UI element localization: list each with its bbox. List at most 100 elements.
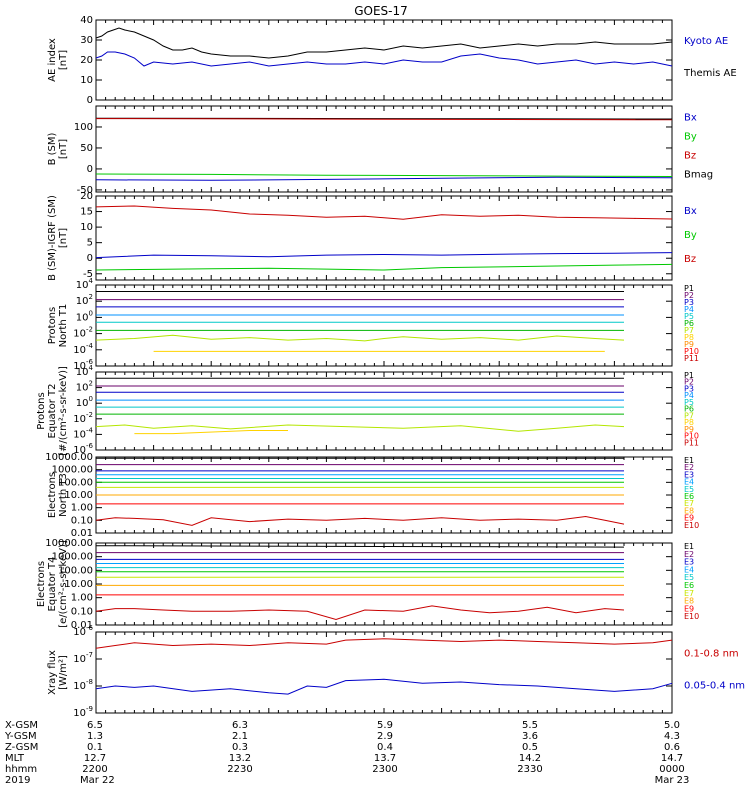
series-0-05-0-4-nm bbox=[95, 678, 673, 695]
series-bz bbox=[95, 118, 673, 121]
y-tick-label: 10-2 bbox=[73, 411, 93, 425]
legend-entry: P1 bbox=[684, 284, 694, 293]
y-tick-label: 10 bbox=[80, 75, 93, 86]
orbit-value: 5.9 bbox=[377, 720, 393, 731]
orbit-row-label: Z-GSM bbox=[5, 742, 38, 753]
series-bx bbox=[95, 176, 673, 181]
legend-entry: P10 bbox=[684, 432, 699, 441]
series-e1 bbox=[95, 545, 625, 548]
y-tick-label: 104 bbox=[76, 364, 94, 378]
orbit-value: 0000 bbox=[659, 764, 684, 775]
legend-entry: P11 bbox=[684, 438, 699, 447]
legend-entry: Kyoto AE bbox=[684, 36, 728, 47]
legend-entry: E1 bbox=[684, 456, 694, 465]
y-tick-label: -50 bbox=[77, 185, 93, 196]
y-tick-label: 0.01 bbox=[71, 528, 93, 539]
y-tick-label: 10-7 bbox=[73, 651, 93, 665]
panel-frame bbox=[95, 631, 673, 714]
orbit-row-label: X-GSM bbox=[5, 720, 38, 731]
legend-entry: Bz bbox=[684, 254, 696, 265]
legend-entry: P10 bbox=[684, 347, 699, 356]
legend-entry: E6 bbox=[684, 492, 694, 501]
legend-entry: E8 bbox=[684, 597, 694, 606]
y-tick-label: 30 bbox=[80, 35, 93, 46]
legend-entry: Themis AE bbox=[683, 68, 737, 79]
orbit-table: X-GSM 6.5 6.3 5.9 5.5 5.0 Y-GSM 1.3 2.1 2.9 3.6 4.3… bbox=[4, 720, 689, 786]
series-p7 bbox=[95, 334, 625, 342]
orbit-value: 2330 bbox=[517, 764, 542, 775]
legend-entry: P9 bbox=[684, 340, 694, 349]
orbit-value: 14.2 bbox=[519, 753, 541, 764]
panel-frame bbox=[95, 371, 673, 451]
orbit-value: 1.3 bbox=[87, 731, 103, 742]
y-tick-label: 5 bbox=[87, 238, 93, 249]
y-tick-label: 50 bbox=[80, 143, 93, 154]
y-tick-label: 102 bbox=[76, 293, 93, 307]
legend-entry: E4 bbox=[684, 478, 694, 487]
legend-entry: P7 bbox=[684, 326, 694, 335]
y-tick-label: 102 bbox=[76, 380, 93, 394]
y-axis-label: ProtonsNorth T1 bbox=[47, 304, 69, 348]
panel-frame bbox=[95, 542, 673, 626]
legend-entry: P4 bbox=[684, 305, 694, 314]
y-tick-label: 0.10 bbox=[71, 606, 93, 617]
y-tick-label: 20 bbox=[80, 191, 93, 202]
series-by bbox=[95, 263, 673, 271]
legend-entry: 0.1-0.8 nm bbox=[684, 648, 739, 659]
y-tick-label: 1.00 bbox=[71, 503, 93, 514]
legend-entry: E2 bbox=[684, 463, 694, 472]
legend-entry: P6 bbox=[684, 319, 694, 328]
y-tick-label: 10.00 bbox=[64, 579, 93, 590]
orbit-row-label: MLT bbox=[5, 753, 25, 764]
plot-title: GOES-17 bbox=[354, 4, 408, 18]
y-axis-label: B (SM)-IGRF (SM)[nT] bbox=[47, 195, 69, 281]
y-axis-label: ElectronsNorth T3 bbox=[47, 472, 69, 518]
legend-entry: E4 bbox=[684, 565, 694, 574]
y-axis-label: ProtonsEquator T2[#/(cm²-s-sr-keV)] bbox=[36, 366, 69, 456]
legend-entry: P8 bbox=[684, 418, 694, 427]
orbit-value: 2300 bbox=[372, 764, 397, 775]
y-tick-label: 1.00 bbox=[71, 593, 93, 604]
orbit-value: 2200 bbox=[82, 764, 107, 775]
legend-entry: E5 bbox=[684, 485, 694, 494]
series-p7 bbox=[95, 424, 625, 432]
legend-entry: P1 bbox=[684, 371, 694, 380]
legend-entry: By bbox=[684, 230, 697, 241]
orbit-value: 6.5 bbox=[87, 720, 103, 731]
legend-entry: 0.05-0.4 nm bbox=[684, 681, 745, 692]
orbit-value: 12.7 bbox=[84, 753, 106, 764]
orbit-value: Mar 22 bbox=[80, 775, 115, 786]
y-tick-label: 0.01 bbox=[71, 620, 93, 631]
y-axis-label: ElectronsEquator T4[e/(cm²-s-sr-keV)] bbox=[36, 540, 69, 628]
y-tick-label: 10000.00 bbox=[45, 452, 93, 463]
y-tick-label: 0 bbox=[87, 253, 93, 264]
y-tick-label: 100 bbox=[76, 309, 93, 323]
legend-entry: E1 bbox=[684, 542, 694, 551]
legend-entry: E8 bbox=[684, 506, 694, 515]
orbit-value: 2230 bbox=[227, 764, 252, 775]
series-bx bbox=[95, 252, 673, 259]
orbit-value: 14.7 bbox=[661, 753, 683, 764]
orbit-row-label: Y-GSM bbox=[4, 731, 37, 742]
y-tick-label: 100 bbox=[74, 122, 93, 133]
orbit-value: Mar 23 bbox=[655, 775, 690, 786]
y-tick-label: 1000.00 bbox=[52, 465, 93, 476]
legend-entry: Bx bbox=[684, 112, 697, 123]
y-tick-label: 10-2 bbox=[73, 326, 93, 340]
panel-2: -50 0 50 100 B (SM)[nT] Bx By Bz Bmag bbox=[47, 105, 713, 196]
series-e10 bbox=[95, 605, 625, 621]
legend-entry: P2 bbox=[684, 378, 694, 387]
legend-entry: E9 bbox=[684, 514, 694, 523]
y-tick-label: 104 bbox=[76, 277, 94, 291]
legend-entry: E2 bbox=[684, 550, 694, 559]
orbit-value: 13.7 bbox=[374, 753, 396, 764]
orbit-value: 6.3 bbox=[232, 720, 248, 731]
series-0-1-0-8-nm bbox=[95, 638, 673, 649]
legend-entry: P2 bbox=[684, 291, 694, 300]
y-tick-label: 10-8 bbox=[73, 678, 93, 692]
orbit-row-label: hhmm bbox=[5, 764, 37, 775]
legend-entry: P5 bbox=[684, 312, 694, 321]
orbit-row-label: 2019 bbox=[5, 775, 30, 786]
